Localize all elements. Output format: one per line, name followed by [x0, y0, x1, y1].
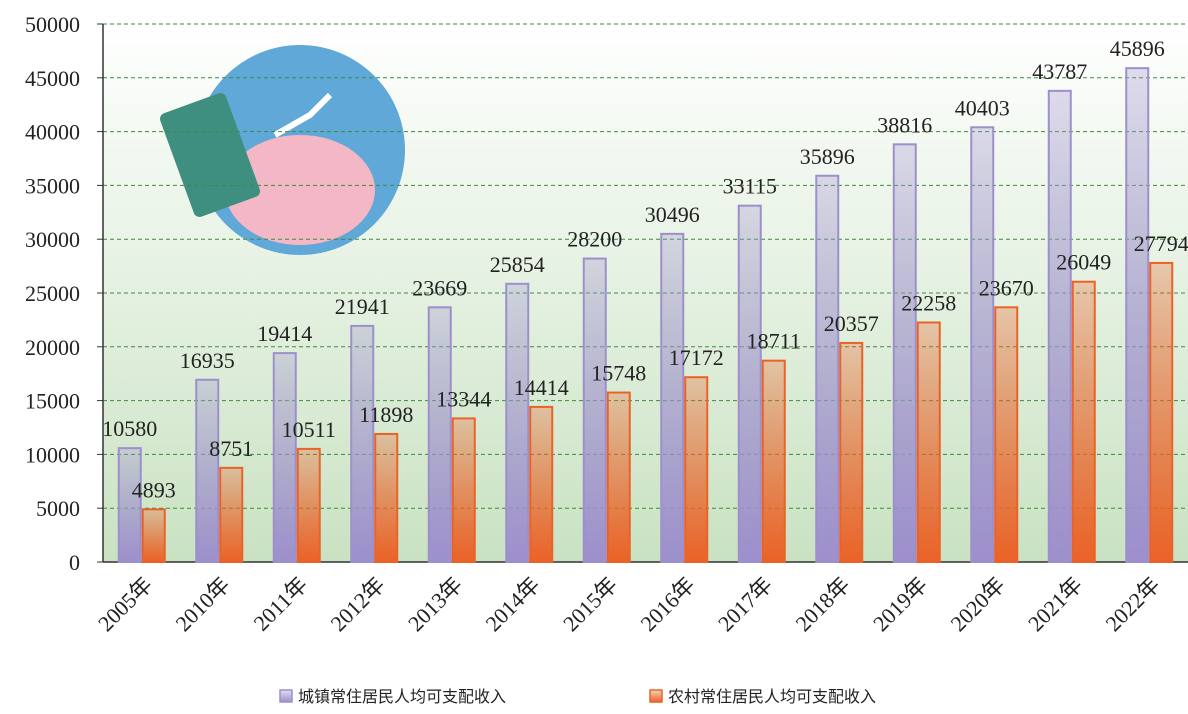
bar — [737, 204, 762, 564]
bar — [1149, 261, 1174, 563]
value-label: 23670 — [979, 275, 1034, 300]
illustration — [159, 45, 405, 255]
value-label: 14414 — [514, 375, 569, 400]
value-label: 45896 — [1110, 36, 1165, 61]
legend-swatch — [279, 689, 293, 703]
x-tick-label: 2018年 — [790, 572, 854, 636]
bar — [606, 391, 631, 563]
value-label: 35896 — [800, 144, 855, 169]
value-label: 18711 — [747, 329, 801, 354]
y-tick-label: 45000 — [25, 66, 80, 91]
bar — [582, 257, 607, 563]
bar — [761, 359, 786, 563]
y-tick-label: 40000 — [25, 120, 80, 145]
bar — [1125, 67, 1150, 564]
bar — [994, 306, 1019, 563]
bar — [451, 417, 476, 563]
value-label: 15748 — [591, 361, 646, 386]
bar — [684, 376, 709, 563]
x-tick-label: 2020年 — [945, 572, 1009, 636]
bar — [660, 232, 685, 563]
value-label: 38816 — [877, 112, 932, 137]
x-tick-label: 2019年 — [868, 572, 932, 636]
value-label: 10580 — [102, 416, 157, 441]
x-tick-label: 2021年 — [1023, 572, 1087, 636]
bar — [970, 126, 995, 563]
value-label: 11898 — [359, 402, 413, 427]
value-label: 40403 — [955, 95, 1010, 120]
y-tick-label: 5000 — [36, 496, 80, 521]
bar — [505, 282, 530, 563]
value-label: 23669 — [412, 275, 467, 300]
value-label: 43787 — [1032, 59, 1087, 84]
bar — [815, 174, 840, 563]
bar — [892, 143, 917, 563]
value-label: 17172 — [669, 345, 724, 370]
value-label: 27794 — [1134, 231, 1188, 256]
y-tick-label: 20000 — [25, 335, 80, 360]
value-label: 10511 — [282, 417, 336, 442]
bar — [350, 324, 375, 563]
bar — [427, 306, 452, 563]
bar — [839, 341, 864, 563]
value-label: 13344 — [436, 386, 491, 411]
bar — [141, 508, 166, 563]
x-tick-label: 2017年 — [713, 572, 777, 636]
x-tick-label: 2016年 — [635, 572, 699, 636]
y-tick-label: 35000 — [25, 173, 80, 198]
bar — [219, 466, 244, 563]
value-label: 30496 — [645, 202, 700, 227]
x-tick-label: 2011年 — [249, 572, 313, 636]
bar — [374, 432, 399, 563]
y-tick-label: 50000 — [25, 12, 80, 37]
y-tick-label: 30000 — [25, 227, 80, 252]
y-tick-label: 0 — [69, 550, 80, 575]
legend-swatch — [649, 689, 663, 703]
bar — [529, 405, 554, 563]
y-tick-label: 10000 — [25, 442, 80, 467]
bar — [916, 321, 941, 563]
value-label: 21941 — [335, 294, 390, 319]
value-label: 33115 — [723, 174, 777, 199]
x-tick-label: 2012年 — [325, 572, 389, 636]
y-tick-label: 15000 — [25, 389, 80, 414]
legend-label: 城镇常住居民人均可支配收入 — [298, 687, 506, 706]
bar — [272, 352, 297, 563]
bar — [296, 447, 321, 563]
value-label: 20357 — [824, 311, 879, 336]
value-label: 16935 — [180, 348, 235, 373]
x-tick-label: 2013年 — [403, 572, 467, 636]
x-tick-label: 2014年 — [480, 572, 544, 636]
bar — [195, 378, 220, 563]
value-label: 25854 — [490, 252, 545, 277]
x-tick-label: 2005年 — [93, 572, 157, 636]
bar — [1071, 280, 1096, 563]
value-label: 22258 — [901, 291, 956, 316]
value-label: 28200 — [567, 227, 622, 252]
x-tick-label: 2022年 — [1100, 572, 1164, 636]
value-label: 8751 — [209, 436, 253, 461]
legend-label: 农村常住居民人均可支配收入 — [668, 687, 876, 706]
value-label: 19414 — [257, 321, 312, 346]
value-label: 26049 — [1056, 250, 1111, 275]
value-label: 4893 — [132, 477, 176, 502]
x-tick-label: 2015年 — [558, 572, 622, 636]
y-tick-label: 25000 — [25, 281, 80, 306]
x-tick-label: 2010年 — [170, 572, 234, 636]
bar — [1047, 89, 1072, 564]
bar — [117, 447, 142, 564]
